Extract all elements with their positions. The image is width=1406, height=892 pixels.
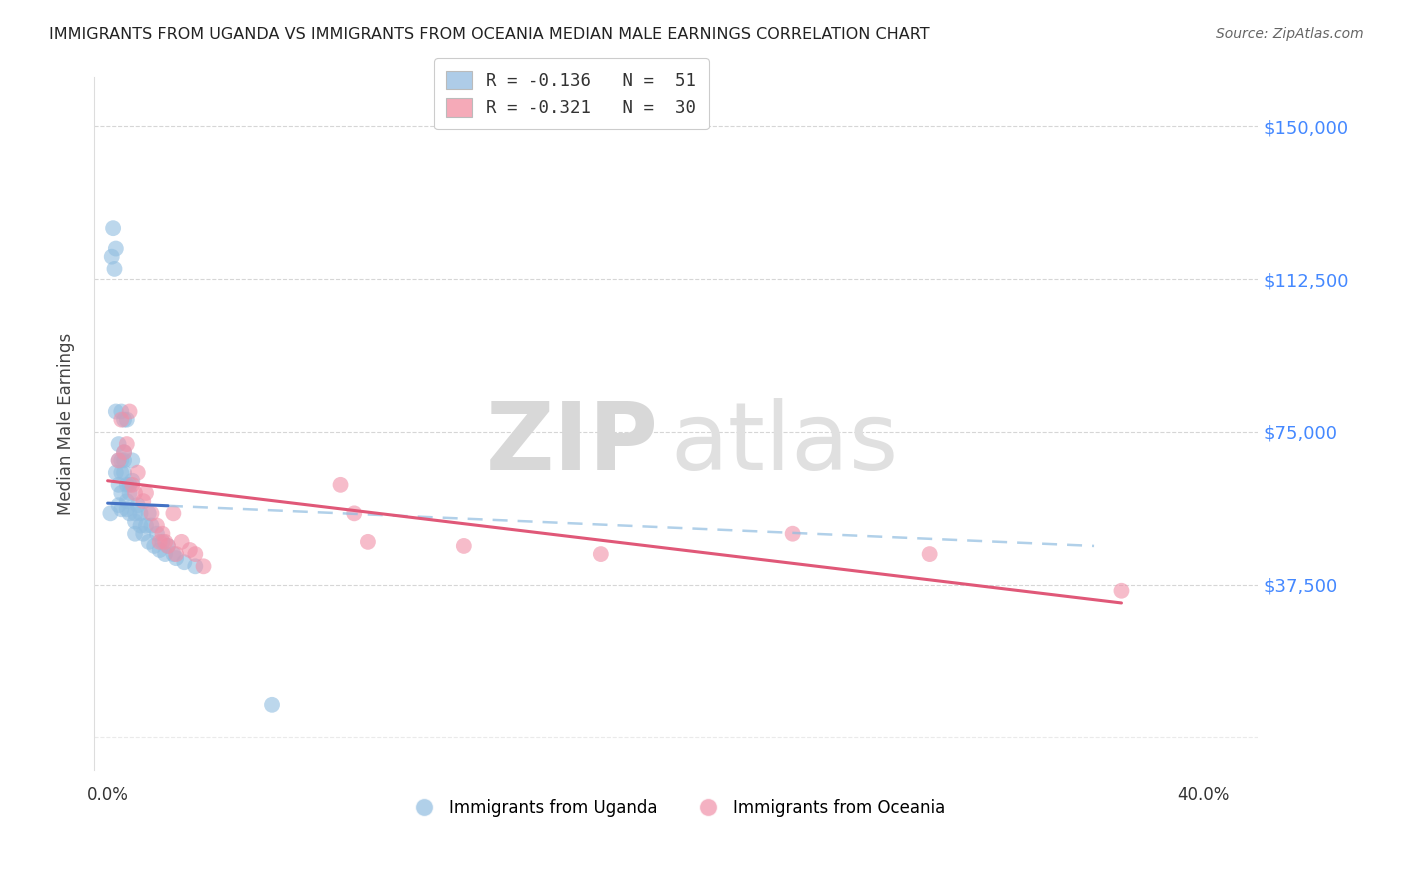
Point	[110, 404, 132, 418]
Point	[124, 506, 146, 520]
Point	[115, 437, 138, 451]
Point	[782, 526, 804, 541]
Point	[179, 543, 201, 558]
Point	[124, 486, 146, 500]
Point	[107, 478, 129, 492]
Point	[101, 221, 124, 235]
Point	[127, 498, 149, 512]
Text: Source: ZipAtlas.com: Source: ZipAtlas.com	[1216, 27, 1364, 41]
Point	[115, 412, 138, 426]
Point	[138, 534, 160, 549]
Point	[146, 526, 169, 541]
Point	[129, 518, 152, 533]
Point	[112, 466, 135, 480]
Point	[184, 547, 207, 561]
Point	[112, 445, 135, 459]
Point	[107, 453, 129, 467]
Point	[173, 555, 195, 569]
Point	[149, 543, 172, 558]
Point	[357, 534, 380, 549]
Text: IMMIGRANTS FROM UGANDA VS IMMIGRANTS FROM OCEANIA MEDIAN MALE EARNINGS CORRELATI: IMMIGRANTS FROM UGANDA VS IMMIGRANTS FRO…	[49, 27, 929, 42]
Point	[127, 466, 149, 480]
Point	[100, 250, 122, 264]
Point	[135, 518, 157, 533]
Point	[1111, 583, 1133, 598]
Point	[112, 412, 135, 426]
Point	[98, 506, 121, 520]
Point	[118, 478, 141, 492]
Text: atlas: atlas	[671, 399, 898, 491]
Point	[329, 478, 352, 492]
Point	[107, 437, 129, 451]
Point	[118, 404, 141, 418]
Point	[115, 478, 138, 492]
Point	[165, 551, 187, 566]
Point	[146, 518, 169, 533]
Point	[124, 515, 146, 529]
Point	[141, 506, 163, 520]
Point	[110, 466, 132, 480]
Point	[107, 498, 129, 512]
Point	[149, 534, 172, 549]
Point	[918, 547, 941, 561]
Point	[104, 404, 127, 418]
Point	[141, 518, 163, 533]
Point	[343, 506, 366, 520]
Point	[156, 539, 179, 553]
Y-axis label: Median Male Earnings: Median Male Earnings	[58, 333, 75, 515]
Point	[124, 526, 146, 541]
Point	[162, 506, 184, 520]
Point	[170, 534, 193, 549]
Point	[143, 539, 166, 553]
Point	[153, 534, 176, 549]
Legend: Immigrants from Uganda, Immigrants from Oceania: Immigrants from Uganda, Immigrants from …	[401, 793, 952, 824]
Text: 0.0%: 0.0%	[87, 786, 128, 805]
Point	[115, 494, 138, 508]
Point	[152, 526, 174, 541]
Point	[115, 502, 138, 516]
Text: ZIP: ZIP	[486, 399, 659, 491]
Point	[110, 412, 132, 426]
Point	[165, 547, 187, 561]
Point	[112, 453, 135, 467]
Point	[156, 539, 179, 553]
Text: 40.0%: 40.0%	[1177, 786, 1230, 805]
Point	[104, 466, 127, 480]
Point	[118, 506, 141, 520]
Point	[193, 559, 215, 574]
Point	[121, 453, 143, 467]
Point	[132, 494, 155, 508]
Point	[132, 526, 155, 541]
Point	[589, 547, 612, 561]
Point	[110, 502, 132, 516]
Point	[110, 453, 132, 467]
Point	[110, 486, 132, 500]
Point	[107, 453, 129, 467]
Point	[135, 486, 157, 500]
Point	[121, 478, 143, 492]
Point	[162, 547, 184, 561]
Point	[129, 506, 152, 520]
Point	[138, 506, 160, 520]
Point	[453, 539, 475, 553]
Point	[112, 445, 135, 459]
Point	[153, 547, 176, 561]
Point	[184, 559, 207, 574]
Point	[152, 534, 174, 549]
Point	[103, 261, 125, 276]
Point	[118, 486, 141, 500]
Point	[121, 474, 143, 488]
Point	[260, 698, 283, 712]
Point	[104, 242, 127, 256]
